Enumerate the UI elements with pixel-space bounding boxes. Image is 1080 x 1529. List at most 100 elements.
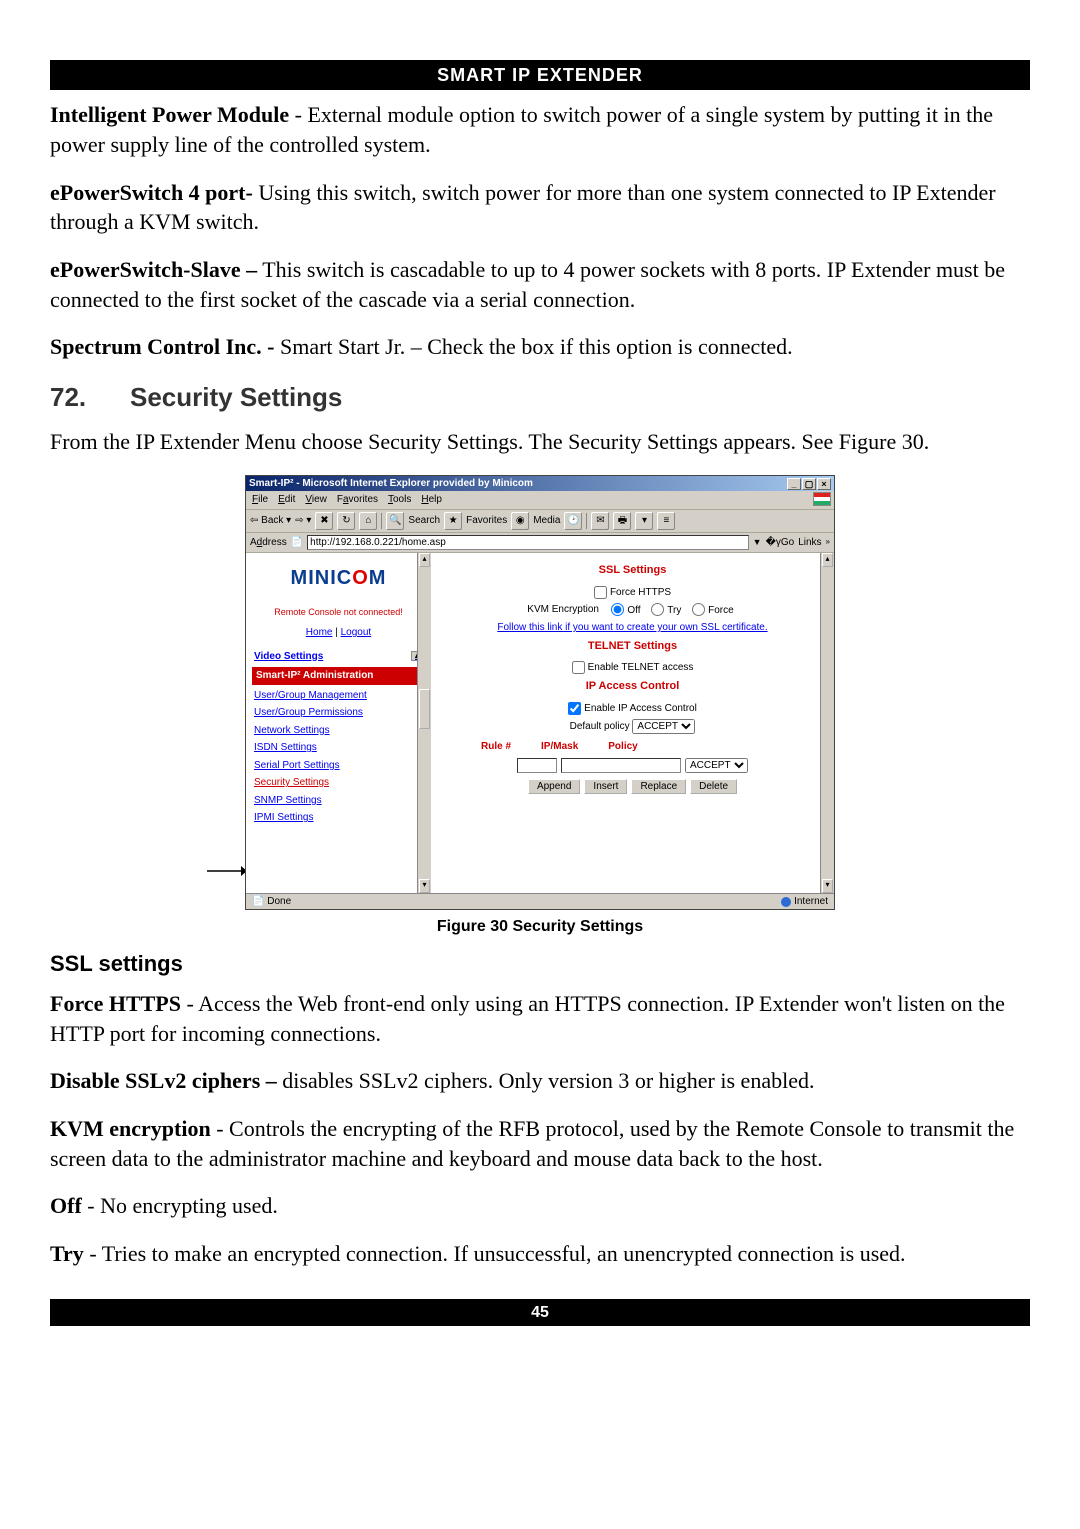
sidebar-item-network[interactable]: Network Settings <box>254 724 423 738</box>
favorites-icon[interactable]: ★ <box>444 512 462 530</box>
telnet-enable-checkbox[interactable] <box>572 661 585 674</box>
sidebar-item-ugp[interactable]: User/Group Permissions <box>254 706 423 720</box>
off-text: - No encrypting used. <box>82 1193 278 1218</box>
menu-help[interactable]: Help <box>421 493 442 507</box>
favorites-label[interactable]: Favorites <box>466 514 507 528</box>
spectrum-text: Smart Start Jr. – Check the box if this … <box>274 334 792 359</box>
search-icon[interactable]: 🔍 <box>386 512 404 530</box>
home-icon[interactable]: ⌂ <box>359 512 377 530</box>
page-header-bar: SMART IP EXTENDER <box>50 60 1030 90</box>
menu-view[interactable]: View <box>305 493 327 507</box>
mail-icon[interactable]: ✉ <box>591 512 609 530</box>
ipmask-input[interactable] <box>561 758 681 773</box>
ie-window: Smart-IP² - Microsoft Internet Explorer … <box>245 475 835 911</box>
rule-policy-select[interactable]: ACCEPT <box>685 758 748 773</box>
paragraph-kvm-encryption: KVM encryption - Controls the encrypting… <box>50 1114 1030 1173</box>
menu-tools[interactable]: Tools <box>388 493 411 507</box>
menu-edit[interactable]: Edit <box>278 493 295 507</box>
discuss-icon[interactable]: ≡ <box>657 512 675 530</box>
section-number: 72. <box>50 380 130 415</box>
scroll-down-icon[interactable]: ▾ <box>419 879 430 893</box>
sidebar-item-security[interactable]: Security Settings <box>254 776 423 790</box>
paragraph-spectrum: Spectrum Control Inc. - Smart Start Jr. … <box>50 332 1030 362</box>
sidebar-group-admin: Smart-IP² Administration <box>252 667 425 685</box>
sidebar-scrollbar[interactable]: ▴ ▾ <box>417 553 431 893</box>
sidebar-item-ipmi[interactable]: IPMI Settings <box>254 811 423 825</box>
ssl-cert-link[interactable]: Follow this link if you want to create y… <box>497 622 767 633</box>
try-text: - Tries to make an encrypted connection.… <box>84 1241 906 1266</box>
refresh-icon[interactable]: ↻ <box>337 512 355 530</box>
paragraph-try: Try - Tries to make an encrypted connect… <box>50 1239 1030 1269</box>
address-label: Address <box>250 536 287 550</box>
spectrum-bold: Spectrum Control Inc. - <box>50 334 274 359</box>
logout-link[interactable]: Logout <box>341 627 372 638</box>
home-logout-row: Home | Logout <box>254 626 423 640</box>
history-icon[interactable]: 🕑 <box>564 512 582 530</box>
kvm-force-option[interactable]: Force <box>692 605 734 616</box>
paragraph-eps-slave: ePowerSwitch-Slave – This switch is casc… <box>50 255 1030 314</box>
paragraph-off: Off - No encrypting used. <box>50 1191 1030 1221</box>
main-panel: SSL Settings Force HTTPS KVM Encryption … <box>431 553 834 893</box>
force-https-text: - Access the Web front-end only using an… <box>50 991 1005 1046</box>
main-scrollbar[interactable]: ▴ ▾ <box>820 553 834 893</box>
delete-button[interactable]: Delete <box>690 779 737 794</box>
paragraph-eps4: ePowerSwitch 4 port- Using this switch, … <box>50 178 1030 237</box>
ie-logo-icon <box>813 492 831 506</box>
try-bold: Try <box>50 1241 84 1266</box>
sidebar-item-serial[interactable]: Serial Port Settings <box>254 759 423 773</box>
status-done: Done <box>267 896 291 907</box>
sslv2-text: disables SSLv2 ciphers. Only version 3 o… <box>277 1068 815 1093</box>
rule-header: Rule # <box>481 740 511 754</box>
rule-number-input[interactable] <box>517 758 557 773</box>
force-https-bold: Force HTTPS <box>50 991 181 1016</box>
sslv2-bold: Disable SSLv2 ciphers – <box>50 1068 277 1093</box>
back-button[interactable]: ⇦ Back ▾ <box>250 514 291 528</box>
sidebar-item-video[interactable]: Video Settings▴ <box>254 650 423 664</box>
sidebar-item-snmp[interactable]: SNMP Settings <box>254 794 423 808</box>
ipmask-header: IP/Mask <box>541 740 578 754</box>
print-icon[interactable]: 🖶 <box>613 512 631 530</box>
insert-button[interactable]: Insert <box>584 779 627 794</box>
forward-button[interactable]: ⇨ ▾ <box>295 514 311 528</box>
remote-console-status: Remote Console not connected! <box>254 606 423 618</box>
scroll-thumb[interactable] <box>419 689 430 729</box>
media-label[interactable]: Media <box>533 514 560 528</box>
ipac-enable-label: Enable IP Access Control <box>584 703 697 714</box>
policy-header: Policy <box>608 740 637 754</box>
menu-favorites[interactable]: Favorites <box>337 493 378 507</box>
edit-icon[interactable]: ▾ <box>635 512 653 530</box>
page-icon: 📄 <box>291 536 303 550</box>
scroll-down-icon[interactable]: ▾ <box>822 879 833 893</box>
sidebar-item-isdn[interactable]: ISDN Settings <box>254 741 423 755</box>
window-title: Smart-IP² - Microsoft Internet Explorer … <box>249 477 533 491</box>
kvm-try-option[interactable]: Try <box>651 605 681 616</box>
media-icon[interactable]: ◉ <box>511 512 529 530</box>
ipm-bold: Intelligent Power Module <box>50 102 289 127</box>
close-button[interactable]: × <box>817 478 831 490</box>
go-button[interactable]: �γGo <box>766 536 795 550</box>
force-https-checkbox[interactable] <box>594 586 607 599</box>
telnet-enable-label: Enable TELNET access <box>588 663 694 674</box>
ssl-settings-heading: SSL settings <box>50 949 1030 979</box>
address-input[interactable] <box>307 535 749 550</box>
stop-icon[interactable]: ✖ <box>315 512 333 530</box>
search-label[interactable]: Search <box>408 514 440 528</box>
links-label[interactable]: Links <box>798 536 821 550</box>
scroll-up-icon[interactable]: ▴ <box>822 553 833 567</box>
sidebar-item-ugm[interactable]: User/Group Management <box>254 689 423 703</box>
section-title: Security Settings <box>130 382 342 412</box>
maximize-button[interactable]: ▢ <box>802 478 816 490</box>
append-button[interactable]: Append <box>528 779 580 794</box>
kvm-off-option[interactable]: Off <box>611 605 640 616</box>
ipac-enable-checkbox[interactable] <box>568 702 581 715</box>
minimize-button[interactable]: _ <box>787 478 801 490</box>
replace-button[interactable]: Replace <box>631 779 686 794</box>
window-titlebar[interactable]: Smart-IP² - Microsoft Internet Explorer … <box>246 476 834 492</box>
default-policy-select[interactable]: ACCEPT <box>632 719 695 734</box>
address-bar: Address 📄 ▼ �γGo Links» <box>246 533 834 553</box>
paragraph-disable-sslv2: Disable SSLv2 ciphers – disables SSLv2 c… <box>50 1066 1030 1096</box>
paragraph-ipm: Intelligent Power Module - External modu… <box>50 100 1030 159</box>
home-link[interactable]: Home <box>306 627 333 638</box>
scroll-up-icon[interactable]: ▴ <box>419 553 430 567</box>
menu-file[interactable]: File <box>252 493 268 507</box>
